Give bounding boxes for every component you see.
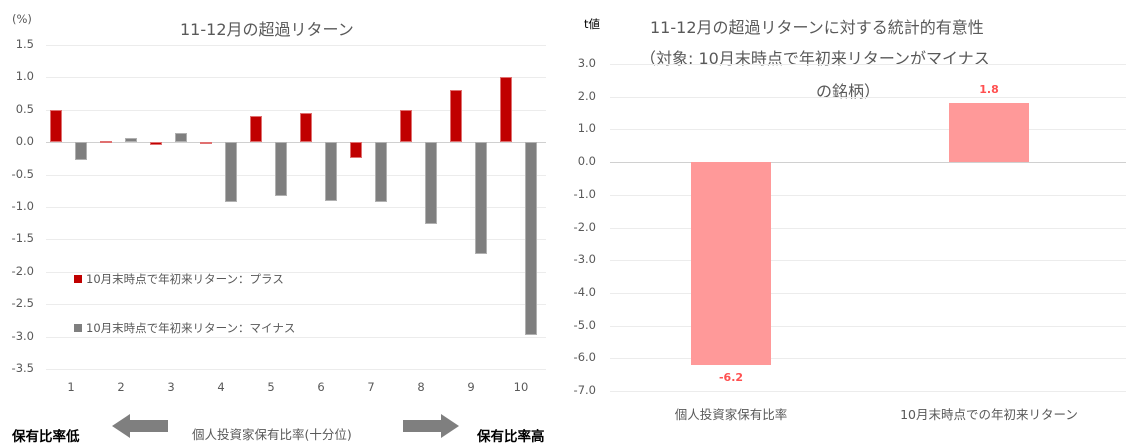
low-ratio-label: 保有比率低 <box>12 429 80 445</box>
y-tick-label: -6.0 <box>573 350 596 365</box>
bar-minus <box>375 142 387 202</box>
gridline <box>46 271 546 273</box>
gridline <box>610 292 1126 294</box>
y-tick-label: -3.0 <box>573 252 596 267</box>
bar-plus <box>300 113 312 143</box>
y-tick-label: -4.0 <box>573 284 596 299</box>
bar-minus <box>275 142 287 196</box>
bar-minus <box>525 142 537 335</box>
bar-minus <box>325 142 337 201</box>
right-arrow-icon <box>403 414 459 438</box>
bar-plus <box>500 77 512 143</box>
gridline <box>46 174 546 176</box>
bar-minus <box>225 142 237 203</box>
left-y-unit: (%) <box>12 12 32 26</box>
y-tick-label: -3.0 <box>11 328 34 343</box>
bar-plus <box>50 109 62 143</box>
bar-minus <box>125 137 137 143</box>
bar-plus <box>450 90 462 143</box>
y-tick-label: 1.5 <box>15 37 34 51</box>
y-tick-label: 2.0 <box>577 88 596 103</box>
bar-minus <box>175 133 187 143</box>
x-tick-label: 2 <box>117 380 125 394</box>
gridline <box>46 45 546 46</box>
legend-swatch-minus <box>74 324 82 332</box>
data-label: 1.8 <box>979 83 999 97</box>
gridline <box>610 162 1126 164</box>
bar-minus <box>75 142 87 160</box>
bar-plus <box>200 142 212 145</box>
y-tick-label: -1.0 <box>573 186 596 201</box>
y-tick-label: 1.0 <box>577 121 596 136</box>
y-tick-label: -0.5 <box>11 166 34 181</box>
gridline <box>46 304 546 306</box>
left-arrow-icon <box>112 414 168 438</box>
y-tick-label: 0.0 <box>15 134 34 149</box>
gridline <box>610 260 1126 262</box>
gridline <box>610 129 1126 131</box>
right-chart-title-line3: の銘柄） <box>816 82 881 101</box>
gridline <box>46 109 546 111</box>
gridline <box>610 194 1126 196</box>
right-chart-t-value: t値 11-12月の超過リターンに対する統計的有意性 （対象: 10月末時点で年… <box>560 0 1132 448</box>
y-tick-label: 1.0 <box>15 69 34 84</box>
left-x-axis-label: 個人投資家保有比率(十分位) <box>192 427 352 442</box>
x-category-label: 10月末時点での年初来リターン <box>900 407 1078 422</box>
y-tick-label: -5.0 <box>573 317 596 332</box>
gridline <box>610 64 1126 65</box>
bar-t-value <box>691 162 771 365</box>
y-tick-label: 0.5 <box>15 101 34 116</box>
y-tick-label: -3.5 <box>11 361 34 375</box>
y-tick-label: -2.0 <box>11 263 34 278</box>
right-chart-title-line2: （対象: 10月末時点で年初来リターンがマイナス <box>640 49 990 68</box>
legend-swatch-plus <box>74 275 82 283</box>
gridline <box>610 391 1126 392</box>
y-tick-label: -1.0 <box>11 199 34 213</box>
y-tick-label: 0.0 <box>577 154 596 169</box>
gridline <box>46 239 546 241</box>
y-tick-label: -1.5 <box>11 231 34 246</box>
high-ratio-label: 保有比率高 <box>477 429 545 445</box>
gridline <box>46 77 546 79</box>
y-tick-label: -2.0 <box>573 219 596 234</box>
gridline <box>46 142 546 144</box>
bar-minus <box>475 142 487 254</box>
x-tick-label: 3 <box>167 380 175 394</box>
legend-item-plus: 10月末時点で年初来リターン：プラス <box>74 271 284 287</box>
x-tick-label: 7 <box>367 380 375 394</box>
y-tick-label: 3.0 <box>577 56 596 70</box>
x-tick-label: 8 <box>417 380 425 394</box>
bar-plus <box>150 142 162 146</box>
gridline <box>46 207 546 208</box>
gridline <box>610 358 1126 360</box>
data-label: -6.2 <box>718 370 744 384</box>
x-tick-label: 5 <box>267 380 275 394</box>
gridline <box>46 369 546 370</box>
bar-plus <box>100 140 112 143</box>
legend-item-minus: 10月末時点で年初来リターン：マイナス <box>74 320 295 336</box>
x-tick-label: 1 <box>67 380 75 394</box>
right-y-unit: t値 <box>584 17 601 31</box>
bar-plus <box>400 109 412 143</box>
x-category-label: 個人投資家保有比率 <box>674 407 788 422</box>
x-tick-label: 9 <box>467 380 475 394</box>
bar-t-value <box>949 103 1029 163</box>
gridline <box>610 227 1126 229</box>
right-chart-title-line1: 11-12月の超過リターンに対する統計的有意性 <box>650 18 984 37</box>
bar-plus <box>350 142 362 158</box>
bar-minus <box>425 142 437 224</box>
x-tick-label: 4 <box>217 380 225 394</box>
gridline <box>610 325 1126 327</box>
gridline <box>610 96 1126 98</box>
left-chart-title: 11-12月の超過リターン <box>180 20 354 39</box>
left-chart-excess-return: (%) 11-12月の超過リターン 1.5 1.0 0.5 0.0 -0.5 -1.0 -1… <box>0 0 560 448</box>
x-tick-label: 6 <box>317 380 325 394</box>
gridline <box>46 336 546 338</box>
y-tick-label: -7.0 <box>573 383 596 397</box>
y-tick-label: -2.5 <box>11 296 34 311</box>
bar-plus <box>250 115 262 143</box>
x-tick-label: 10 <box>513 380 529 394</box>
